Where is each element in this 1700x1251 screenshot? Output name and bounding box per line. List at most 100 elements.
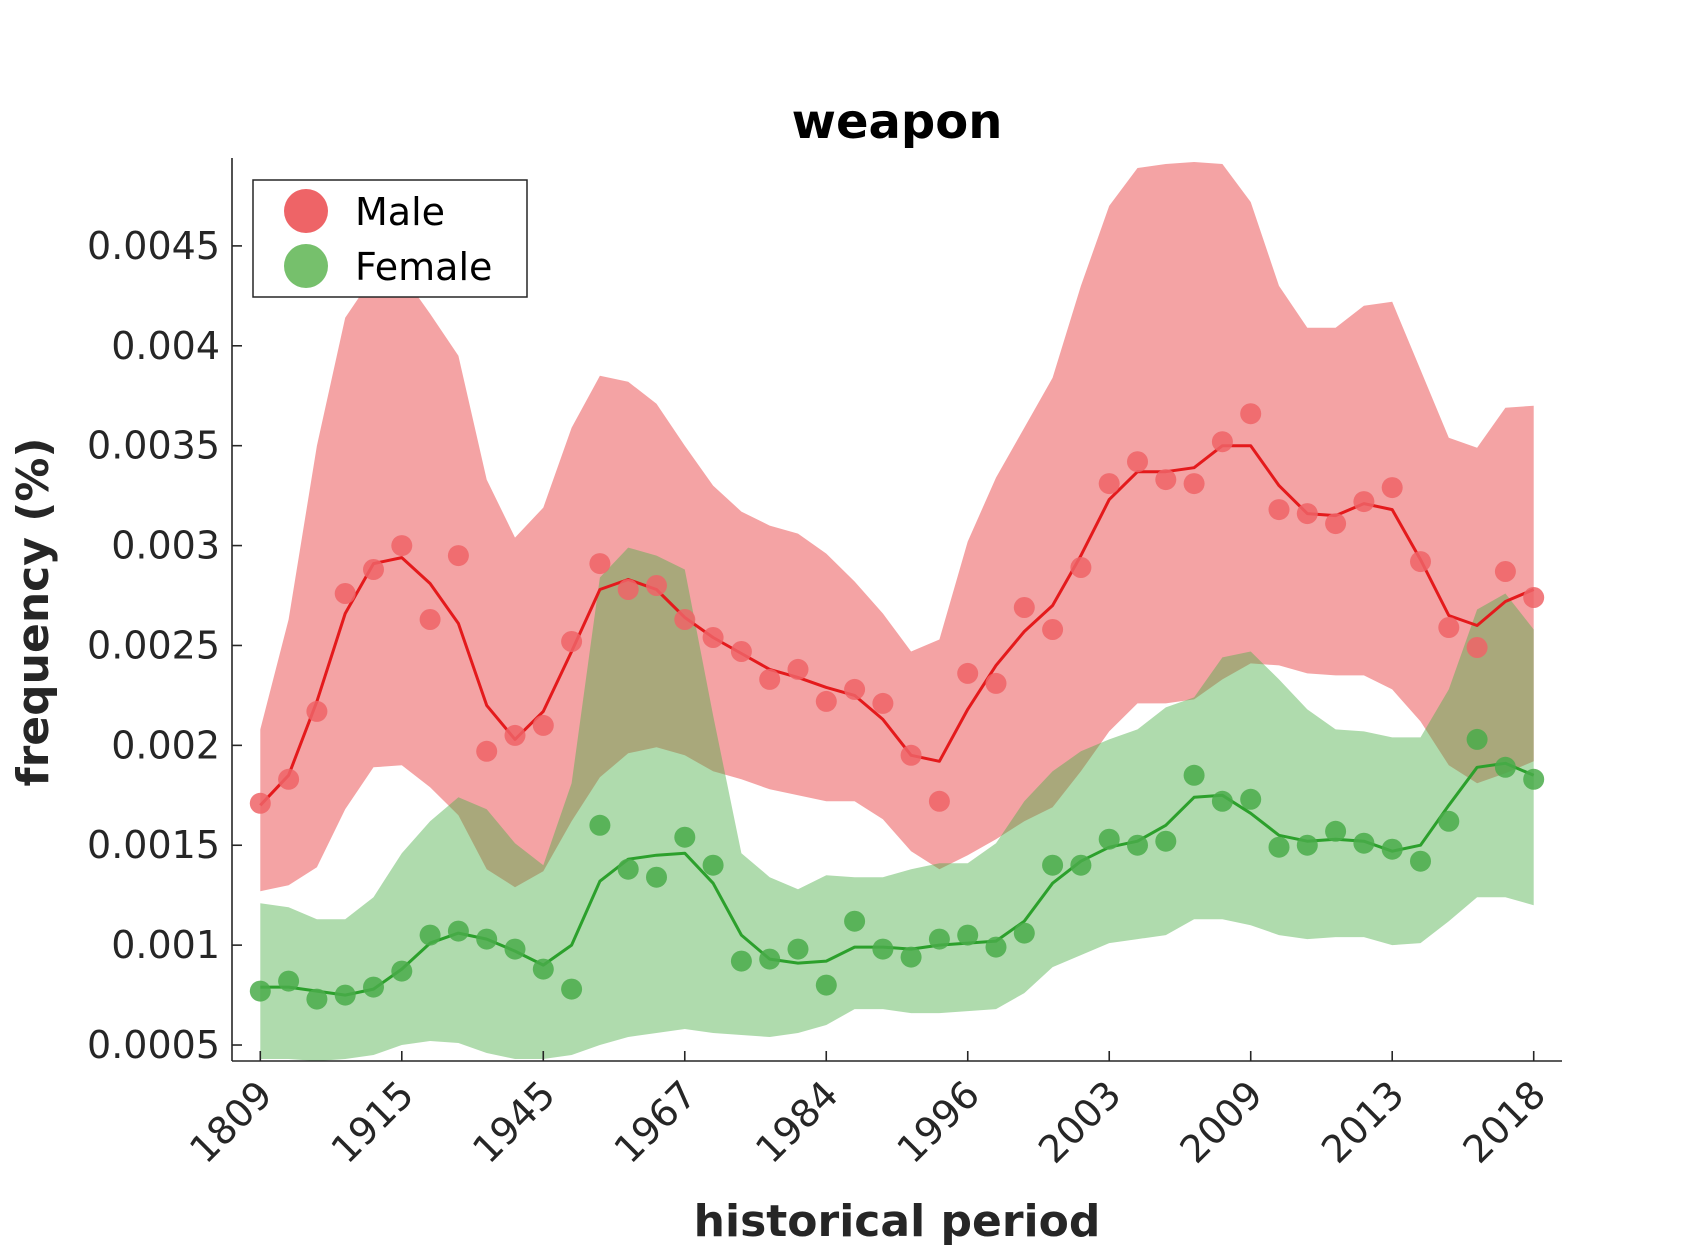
male-data-point [1098, 473, 1120, 495]
male-data-point [759, 668, 781, 690]
y-tick-label: 0.001 [111, 923, 220, 967]
female-data-point [249, 980, 271, 1002]
male-data-point [1211, 431, 1233, 453]
female-data-point [391, 960, 413, 982]
x-tick-label: 1915 [323, 1072, 423, 1172]
male-data-point [419, 609, 441, 630]
male-data-point [476, 740, 498, 762]
female-data-point [476, 928, 498, 950]
x-tick-label: 2009 [1172, 1072, 1272, 1172]
male-data-point [1070, 557, 1092, 578]
female-data-point [334, 984, 356, 1006]
female-data-point [589, 814, 611, 836]
male-data-point [504, 724, 526, 746]
female-data-point [1155, 830, 1177, 852]
female-data-point [900, 946, 922, 968]
x-tick-label: 1809 [181, 1072, 281, 1172]
female-data-point [1070, 854, 1092, 876]
male-data-point [1042, 619, 1064, 640]
female-data-point [702, 854, 724, 876]
female-data-point [928, 928, 950, 950]
y-tick-label: 0.004 [111, 324, 220, 368]
male-data-point [928, 790, 950, 812]
male-data-point [334, 583, 356, 604]
male-data-point [985, 672, 1007, 694]
male-data-point [1127, 451, 1148, 473]
female-data-point [1410, 850, 1431, 872]
male-data-point [674, 609, 696, 630]
female-data-point [957, 924, 979, 946]
x-tick-label: 2013 [1313, 1072, 1413, 1172]
legend-label-female: Female [355, 245, 492, 289]
female-data-point [1438, 810, 1460, 832]
x-tick-label: 2018 [1455, 1072, 1555, 1172]
female-data-point [1494, 756, 1516, 778]
axes [231, 158, 1562, 1062]
y-tick-label: 0.002 [111, 723, 220, 767]
female-data-point [306, 988, 328, 1010]
male-data-point [391, 535, 413, 557]
male-data-point [1353, 491, 1375, 513]
male-data-point [1523, 587, 1545, 608]
male-data-point [1466, 637, 1488, 658]
male-data-point [1410, 551, 1431, 573]
male-data-point [249, 792, 271, 814]
female-data-point [759, 948, 781, 970]
female-data-point [1240, 788, 1262, 810]
x-tick-label: 1984 [747, 1072, 847, 1172]
female-smoothed-line [260, 761, 1535, 997]
female-data-point [1381, 838, 1403, 860]
female-data-point [787, 938, 809, 960]
x-tick-label: 2003 [1030, 1072, 1130, 1172]
female-data-point [730, 950, 752, 972]
y-tick-label: 0.003 [111, 524, 220, 568]
male-data-point [702, 627, 724, 648]
male-data-point [1240, 403, 1262, 425]
female-data-point [419, 924, 441, 946]
legend-label-male: Male [355, 190, 445, 234]
female-data-point [1098, 828, 1120, 850]
smoothed-lines [259, 444, 1535, 997]
male-confidence-band [260, 162, 1534, 892]
female-data-point [1296, 834, 1318, 856]
male-data-point [1268, 499, 1290, 521]
male-data-point [815, 690, 837, 712]
male-data-point [561, 631, 583, 652]
female-data-point [872, 938, 894, 960]
male-data-point [1438, 617, 1460, 638]
male-data-point [1155, 469, 1177, 491]
chart-title: weapon [792, 94, 1003, 150]
female-data-point [1211, 790, 1233, 812]
female-data-point [1325, 820, 1347, 842]
y-tick-label: 0.0005 [87, 1023, 220, 1067]
male-data-point [1494, 561, 1516, 582]
female-data-point [1353, 832, 1375, 854]
female-data-point [646, 866, 667, 888]
female-data-point [278, 970, 300, 992]
female-data-point [1013, 922, 1035, 944]
male-data-point [589, 553, 611, 575]
data-points [249, 403, 1545, 1010]
female-data-point [844, 910, 866, 932]
male-data-point [1296, 503, 1318, 525]
y-tick-label: 0.0045 [87, 224, 220, 268]
female-data-point [532, 958, 554, 980]
x-axis-label: historical period [694, 1196, 1101, 1246]
female-data-point [363, 976, 384, 998]
male-data-point [787, 658, 809, 680]
male-smoothed-line [259, 444, 1535, 807]
female-data-point [985, 936, 1007, 958]
male-data-point [957, 662, 979, 684]
male-data-point [1381, 477, 1403, 499]
female-data-point [1268, 836, 1290, 858]
x-tick-label: 1996 [889, 1072, 989, 1172]
male-data-point [617, 579, 639, 600]
x-tick-label: 1967 [606, 1072, 706, 1172]
legend-marker-male [284, 189, 328, 233]
male-data-point [900, 744, 922, 766]
male-data-point [278, 768, 300, 790]
female-data-point [1466, 728, 1488, 750]
male-data-point [532, 714, 554, 736]
